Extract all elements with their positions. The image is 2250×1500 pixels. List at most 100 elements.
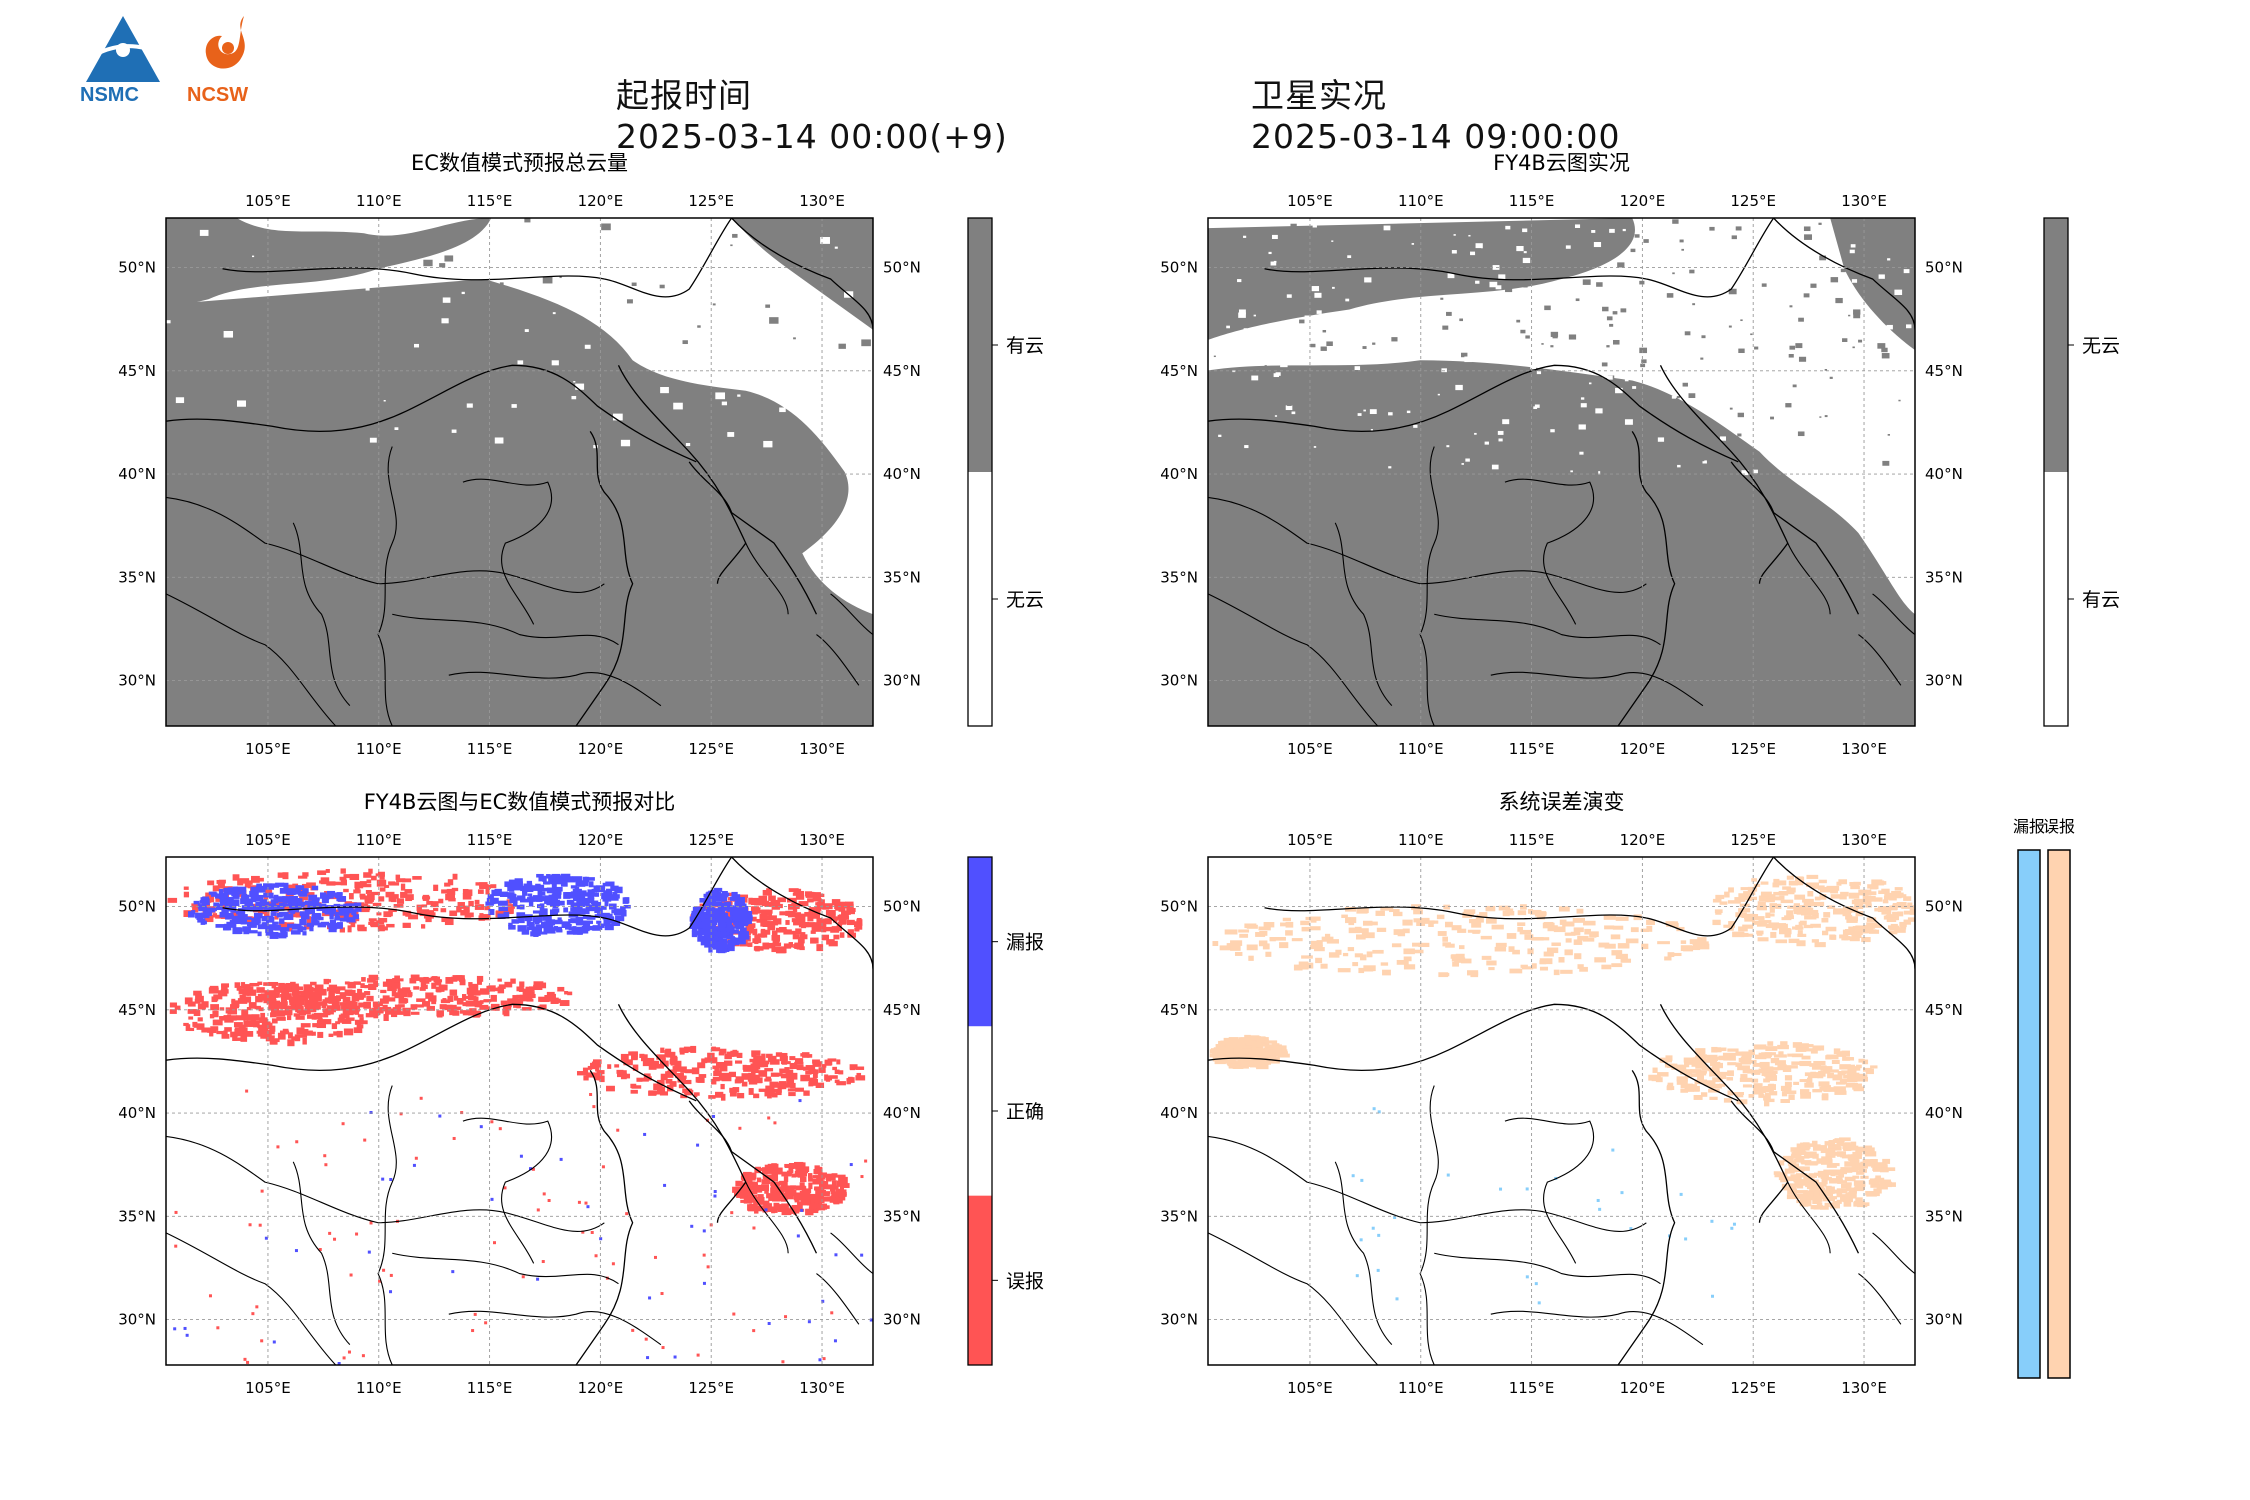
false-alarm-pixel <box>762 1168 773 1172</box>
false-alarm-trend-pixel <box>1854 1200 1865 1206</box>
false-alarm-trend-pixel <box>1845 1182 1852 1186</box>
cloud-pixel <box>1789 305 1793 308</box>
false-alarm-trend-pixel <box>1821 1156 1833 1162</box>
lon-tick-label-top: 130°E <box>799 831 845 849</box>
false-alarm-pixel <box>326 1005 337 1011</box>
mismatch-pixel <box>389 1290 393 1294</box>
colorbar-segment <box>968 218 992 472</box>
cloud-pixel <box>796 281 803 286</box>
cloud-pixel <box>1887 434 1891 436</box>
false-alarm-trend-pixel <box>1736 1099 1748 1105</box>
false-alarm-pixel <box>354 1009 360 1015</box>
false-alarm-pixel <box>764 1068 774 1072</box>
miss-pixel <box>563 876 574 881</box>
miss-pixel <box>265 885 275 890</box>
false-alarm-trend-pixel <box>1539 966 1549 971</box>
miss-pixel <box>239 887 247 895</box>
mismatch-pixel <box>796 1234 800 1238</box>
false-alarm-pixel <box>751 897 761 904</box>
false-alarm-trend-pixel <box>1863 925 1874 930</box>
mismatch-pixel <box>712 1114 716 1118</box>
mismatch-pixel <box>807 1320 811 1324</box>
false-alarm-trend-pixel <box>1828 1140 1836 1146</box>
false-alarm-pixel <box>811 1201 819 1206</box>
false-alarm-pixel <box>719 1064 728 1072</box>
false-alarm-pixel <box>220 1016 226 1021</box>
miss-pixel <box>587 877 595 881</box>
false-alarm-pixel <box>674 1060 682 1067</box>
false-alarm-pixel <box>301 883 308 889</box>
cloud-pixel <box>1250 296 1256 301</box>
cloud-pixel <box>1238 312 1246 318</box>
false-alarm-pixel <box>370 924 379 928</box>
cloud-pixel <box>1385 417 1389 420</box>
false-alarm-pixel <box>314 989 323 996</box>
false-alarm-trend-pixel <box>1876 880 1885 886</box>
false-alarm-pixel <box>309 987 319 992</box>
cloud-pixel <box>1624 443 1633 450</box>
miss-pixel <box>290 930 301 935</box>
cloud-pixel <box>1516 319 1521 323</box>
miss-pixel <box>735 940 741 944</box>
false-alarm-pixel <box>528 986 535 992</box>
false-alarm-pixel <box>783 943 792 949</box>
false-alarm-trend-pixel <box>1393 911 1403 917</box>
cloud-pixel <box>1247 338 1255 345</box>
false-alarm-pixel <box>807 922 815 927</box>
cloud-pixel <box>1533 406 1538 410</box>
false-alarm-trend-pixel <box>1709 1083 1722 1089</box>
false-alarm-pixel <box>623 1059 633 1066</box>
cloud-pixel <box>1299 319 1305 324</box>
false-alarm-trend-pixel <box>1389 908 1400 913</box>
false-alarm-pixel <box>786 897 797 903</box>
cloud-pixel <box>283 400 294 408</box>
cloud-pixel <box>765 304 771 308</box>
false-alarm-trend-pixel <box>1216 1049 1228 1056</box>
false-alarm-pixel <box>764 1090 775 1097</box>
cloud-pixel <box>1729 407 1733 410</box>
cloud-pixel <box>1418 466 1425 471</box>
false-alarm-trend-pixel <box>1839 895 1847 900</box>
false-alarm-trend-pixel <box>1467 970 1479 976</box>
false-alarm-pixel <box>337 1017 345 1023</box>
false-alarm-trend-pixel <box>1807 890 1814 897</box>
miss-pixel <box>298 891 304 896</box>
cloud-pixel <box>1882 460 1890 466</box>
false-alarm-pixel <box>742 896 748 903</box>
mismatch-pixel <box>243 1357 247 1361</box>
false-alarm-pixel <box>395 874 401 881</box>
cloud-pixel <box>1354 366 1361 371</box>
cloud-pixel <box>1891 353 1897 357</box>
false-alarm-trend-pixel <box>1494 946 1507 952</box>
miss-pixel <box>597 905 607 910</box>
false-alarm-pixel <box>305 1030 313 1034</box>
false-alarm-pixel <box>821 1196 831 1202</box>
false-alarm-trend-pixel <box>1751 1071 1761 1075</box>
false-alarm-pixel <box>599 1075 605 1083</box>
mismatch-pixel <box>706 1265 710 1269</box>
false-alarm-trend-pixel <box>1758 920 1772 924</box>
cloud-pixel <box>769 317 779 324</box>
false-alarm-pixel <box>260 993 270 1000</box>
false-alarm-pixel <box>423 915 434 919</box>
cloud-pixel <box>1624 378 1629 382</box>
false-alarm-pixel <box>811 1082 819 1086</box>
lon-tick-label-top: 125°E <box>688 831 734 849</box>
false-alarm-pixel <box>743 1065 753 1072</box>
false-alarm-trend-pixel <box>1809 1196 1820 1200</box>
false-alarm-pixel <box>746 1196 755 1202</box>
cloud-pixel <box>1737 412 1745 418</box>
false-alarm-pixel <box>268 995 276 999</box>
cloud-pixel <box>1679 239 1684 243</box>
false-alarm-pixel <box>328 999 337 1004</box>
cloud-pixel <box>1885 343 1889 346</box>
cloud-pixel <box>1545 295 1549 298</box>
false-alarm-trend-pixel <box>1617 943 1630 949</box>
lat-tick-label-left: 50°N <box>118 259 156 277</box>
miss-pixel <box>219 912 229 918</box>
false-alarm-pixel <box>752 1061 762 1068</box>
false-alarm-pixel <box>438 984 448 991</box>
miss-pixel <box>225 898 232 905</box>
false-alarm-trend-pixel <box>1560 969 1573 974</box>
false-alarm-pixel <box>403 1009 411 1017</box>
